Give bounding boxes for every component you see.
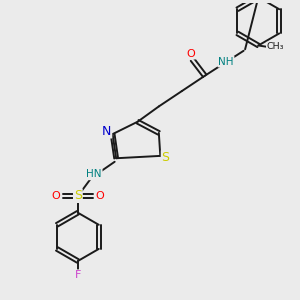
- Text: S: S: [74, 189, 82, 202]
- Text: O: O: [187, 49, 195, 59]
- Text: HN: HN: [86, 169, 102, 179]
- Text: F: F: [75, 270, 81, 280]
- Text: CH₃: CH₃: [267, 42, 284, 51]
- Text: S: S: [162, 151, 170, 164]
- Text: O: O: [52, 190, 60, 201]
- Text: N: N: [102, 125, 111, 138]
- Text: O: O: [95, 190, 104, 201]
- Text: NH: NH: [218, 57, 234, 67]
